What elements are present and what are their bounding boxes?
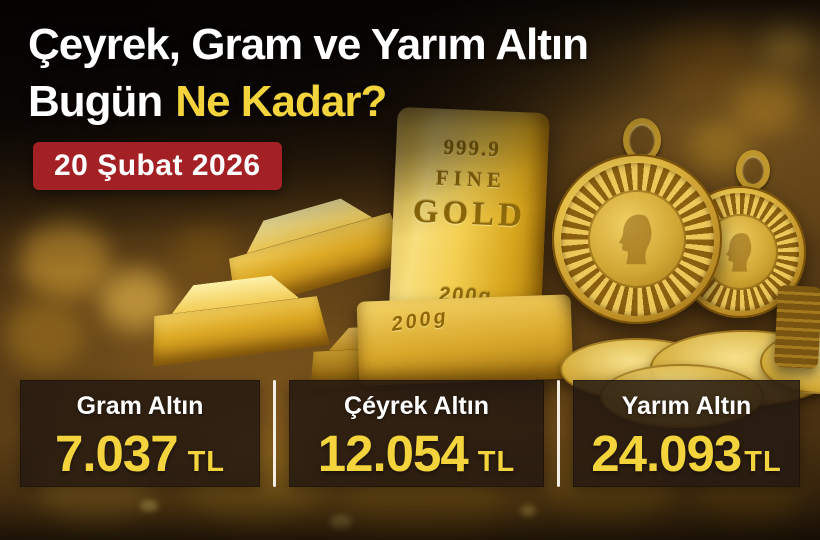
panel-price: 12.054 TL — [318, 424, 515, 483]
title-line1: Çeyrek, Gram ve Yarım Altın — [28, 20, 589, 69]
title-line2-prefix: Bugün — [28, 77, 163, 127]
panel-label: Çéyrek Altın — [344, 392, 489, 420]
panel-price: 7.037 TL — [55, 424, 225, 483]
date-badge: 20 Şubat 2026 — [33, 142, 282, 190]
price-currency: TL — [744, 446, 782, 478]
panel-price: 24.093 TL — [591, 424, 781, 483]
title-line2-highlight: Ne Kadar? — [175, 77, 387, 127]
panel-divider — [557, 380, 560, 487]
panel-label: Yarım Altın — [621, 392, 752, 420]
price-panel-ceyrek: Çéyrek Altın 12.054 TL — [289, 380, 544, 487]
page-title: Çeyrek, Gram ve Yarım Altın Bugün Ne Kada… — [28, 16, 589, 130]
panel-divider — [273, 380, 276, 487]
price-panel-gram: Gram Altın 7.037 TL — [20, 380, 260, 487]
price-value: 24.093 — [591, 425, 742, 482]
panel-label: Gram Altın — [76, 392, 204, 420]
price-value: 12.054 — [317, 425, 469, 482]
title-line2: Bugün Ne Kadar? — [28, 73, 588, 130]
price-currency: TL — [477, 446, 516, 478]
price-panels-row: Gram Altın 7.037 TL Çéyrek Altın 12.054 … — [20, 380, 800, 487]
price-currency: TL — [187, 446, 226, 478]
price-value: 7.037 — [54, 425, 179, 482]
price-panel-yarim: Yarım Altın 24.093 TL — [573, 380, 800, 487]
